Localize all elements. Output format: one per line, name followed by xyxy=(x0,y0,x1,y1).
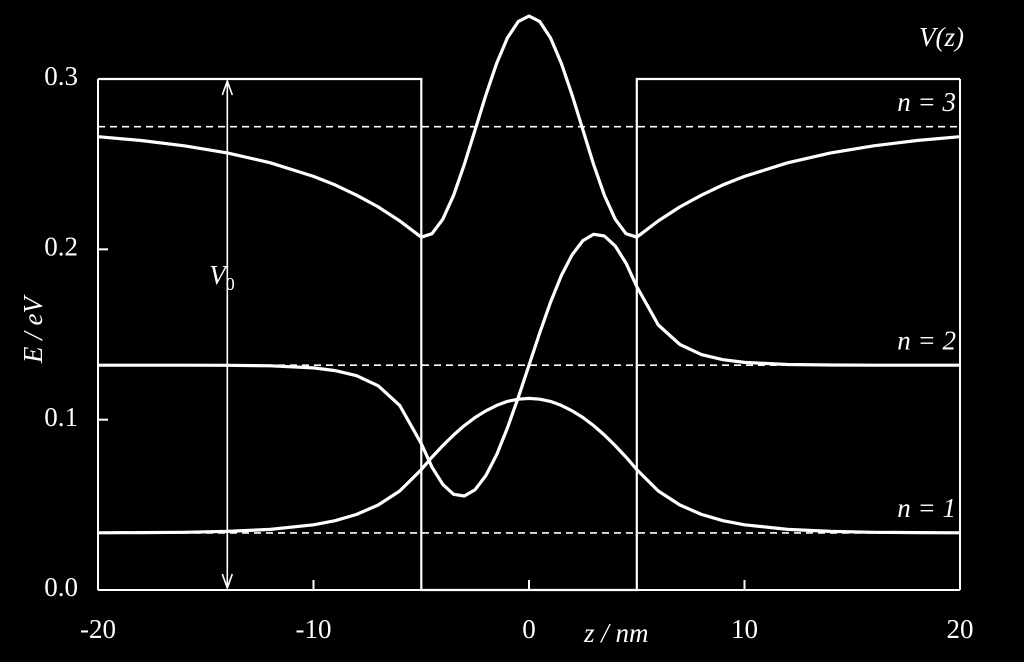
x-tick-label: 0 xyxy=(522,614,536,644)
energy-level-label: n = 2 xyxy=(897,325,956,355)
y-tick-label: 0.0 xyxy=(44,572,78,602)
v0-arrowhead-top xyxy=(221,78,234,96)
energy-level-label: n = 1 xyxy=(897,493,956,523)
v0-label-sub: 0 xyxy=(226,274,235,294)
x-tick-label: 20 xyxy=(947,614,974,644)
y-tick-label: 0.2 xyxy=(44,232,78,262)
x-tick-label: 10 xyxy=(731,614,758,644)
v0-label: V0 xyxy=(209,260,235,294)
wavefunction-line xyxy=(97,396,961,535)
wavefunction-line xyxy=(97,14,961,239)
wavefunction-line xyxy=(98,232,960,498)
potential-line xyxy=(98,77,960,592)
x-tick-label: -10 xyxy=(296,614,332,644)
potential-label: V(z) xyxy=(919,22,964,52)
x-axis-label: z / nm xyxy=(583,618,649,648)
y-tick-label: 0.1 xyxy=(44,402,78,432)
v0-arrowhead-bottom xyxy=(221,573,234,591)
y-tick-label: 0.3 xyxy=(44,61,78,91)
y-axis-label: E / eV xyxy=(18,294,48,364)
v0-label-main: V xyxy=(209,260,229,290)
energy-level-label: n = 3 xyxy=(897,87,956,117)
x-tick-label: -20 xyxy=(80,614,116,644)
